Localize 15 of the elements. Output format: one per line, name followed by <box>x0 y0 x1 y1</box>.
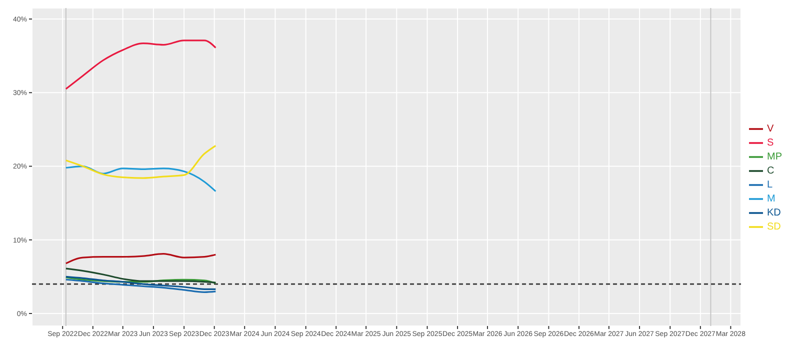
line-series <box>65 276 216 290</box>
legend-label: KD <box>767 208 781 219</box>
line-series <box>65 268 216 284</box>
legend-label: MP <box>767 152 782 163</box>
legend-label: C <box>767 166 774 177</box>
line-series <box>65 253 216 264</box>
legend-label: V <box>767 124 774 135</box>
legend-label: M <box>767 194 776 205</box>
line-series <box>65 144 216 179</box>
legend-label: S <box>767 138 774 149</box>
legend-label: L <box>767 180 773 191</box>
line-series <box>65 278 216 293</box>
line-series <box>65 40 216 90</box>
legend-label: SD <box>767 222 781 233</box>
line-series <box>65 165 216 192</box>
